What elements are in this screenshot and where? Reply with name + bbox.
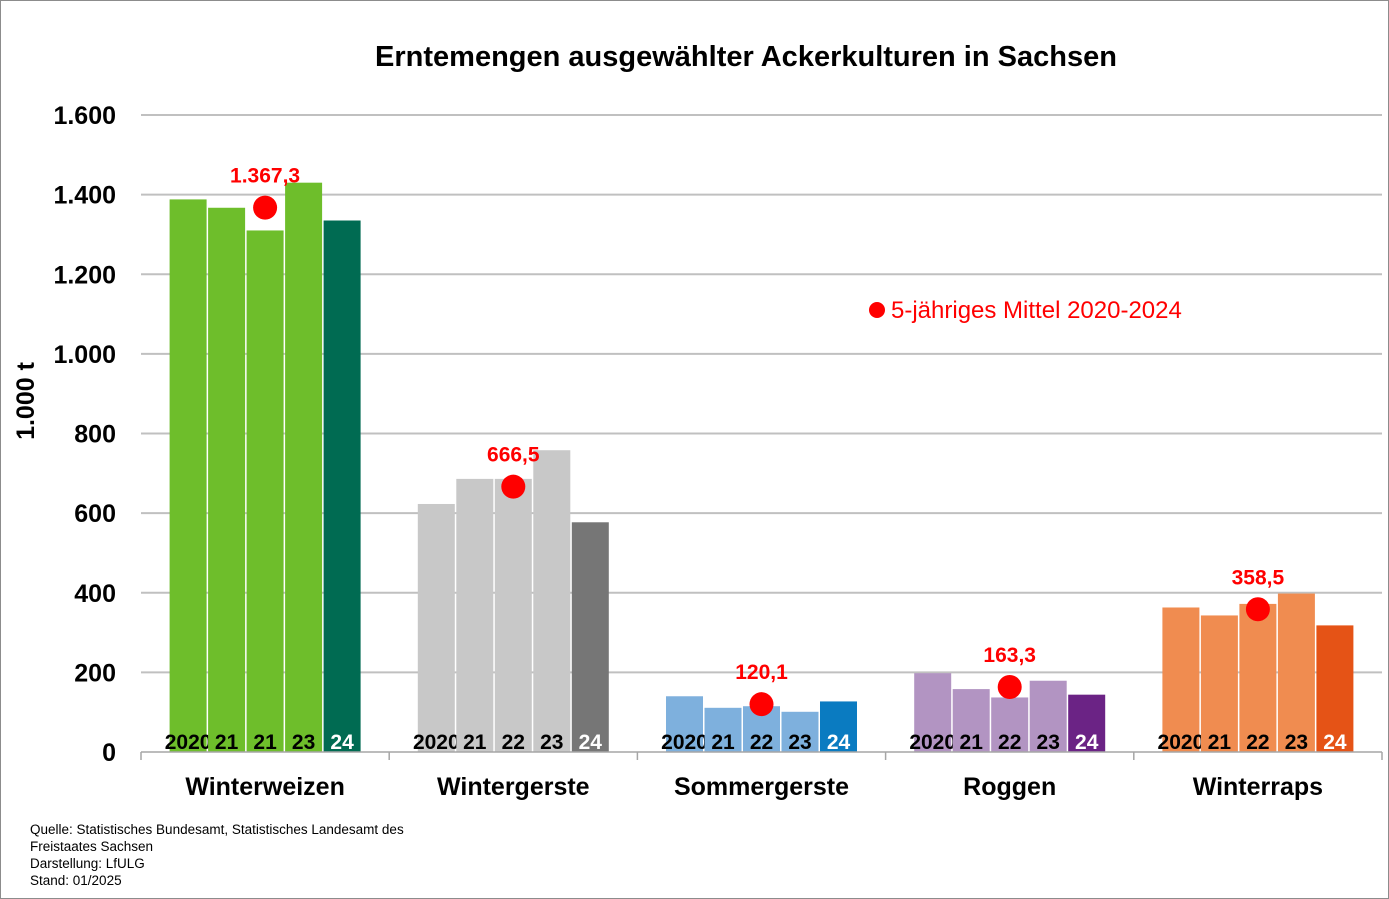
y-tick-label: 1.400 [53, 182, 116, 210]
bar-group: 2020 21 22 23 24 358,5 Winterraps [1158, 566, 1354, 801]
y-tick-label: 400 [74, 580, 116, 608]
category-label: Winterweizen [185, 773, 345, 801]
bar [417, 503, 455, 752]
year-label: 23 [540, 731, 563, 754]
mean-label: 1.367,3 [230, 165, 300, 188]
bar-group: 2020 21 22 23 24 163,3 Roggen [909, 644, 1106, 801]
mean-marker [997, 674, 1022, 699]
y-axis-ticks: 0 200 400 600 800 1.000 1.200 1.400 1.600 [53, 102, 116, 767]
bar [285, 182, 323, 752]
bar [1239, 603, 1277, 752]
y-tick-label: 800 [74, 421, 116, 449]
legend-marker [869, 302, 885, 318]
category-label: Winterraps [1193, 773, 1323, 801]
bar [323, 220, 361, 753]
mean-marker [501, 474, 526, 499]
legend-label: 5-jähriges Mittel 2020-2024 [891, 297, 1182, 324]
bar [1316, 625, 1354, 752]
year-label: 23 [292, 731, 315, 754]
mean-marker [749, 692, 774, 717]
mean-marker [253, 195, 278, 220]
bar [704, 707, 742, 752]
year-label: 21 [711, 731, 735, 754]
bar [1068, 694, 1106, 752]
bar [952, 689, 990, 752]
mean-label: 358,5 [1232, 566, 1285, 589]
year-label: 23 [1037, 731, 1060, 754]
mean-label: 163,3 [983, 644, 1036, 667]
year-label: 21 [463, 731, 487, 754]
year-label: 22 [998, 731, 1021, 754]
year-label: 2020 [661, 731, 708, 754]
mean-label: 666,5 [487, 444, 540, 467]
credit-line: Darstellung: LfULG [30, 856, 145, 871]
source-line-2: Freistaates Sachsen [30, 839, 154, 854]
mean-marker [1245, 597, 1270, 622]
year-label: 22 [1246, 731, 1269, 754]
bar-group: 2020 21 22 23 24 120,1 Sommergerste [661, 661, 857, 801]
bar [246, 230, 284, 753]
year-label: 2020 [413, 731, 460, 754]
bar [494, 478, 532, 752]
year-label: 24 [579, 731, 603, 754]
y-tick-label: 1.600 [53, 102, 116, 130]
date-line: Stand: 01/2025 [30, 873, 122, 888]
bar [1277, 593, 1315, 752]
bar [820, 701, 857, 752]
year-label: 24 [330, 731, 354, 754]
y-tick-label: 0 [102, 739, 116, 767]
year-label: 2020 [909, 731, 956, 754]
year-label: 2020 [1158, 731, 1205, 754]
category-label: Sommergerste [674, 773, 849, 801]
year-label: 24 [1075, 731, 1099, 754]
bar [456, 478, 494, 752]
bar [1162, 607, 1200, 752]
year-label: 22 [750, 731, 773, 754]
year-label: 21 [1208, 731, 1232, 754]
bar [169, 199, 207, 753]
year-label: 22 [502, 731, 525, 754]
y-tick-label: 200 [74, 659, 116, 687]
year-label: 21 [960, 731, 984, 754]
bar-group: 2020 21 22 23 24 666,5 Wintergerste [413, 444, 609, 801]
bar [208, 207, 246, 752]
y-tick-label: 1.200 [53, 261, 116, 289]
year-label: 24 [827, 731, 851, 754]
category-label: Wintergerste [437, 773, 590, 801]
bar [1029, 680, 1067, 752]
mean-label: 120,1 [735, 661, 788, 684]
y-tick-label: 1.000 [53, 341, 116, 369]
source-line-1: Quelle: Statistisches Bundesamt, Statist… [30, 822, 404, 837]
year-label: 21 [215, 731, 239, 754]
legend: 5-jähriges Mittel 2020-2024 [869, 297, 1182, 324]
year-label: 24 [1323, 731, 1347, 754]
chart-title: Erntemengen ausgewählter Ackerkulturen i… [375, 41, 1117, 73]
bar [533, 450, 571, 752]
year-label: 2020 [165, 731, 212, 754]
y-tick-label: 600 [74, 500, 116, 528]
bar [991, 697, 1029, 752]
year-label: 23 [788, 731, 811, 754]
y-axis-label: 1.000 t [12, 361, 40, 440]
x-axis [140, 751, 1383, 760]
year-label: 23 [1285, 731, 1308, 754]
bar [781, 711, 819, 752]
category-label: Roggen [963, 773, 1056, 801]
year-label: 21 [253, 731, 277, 754]
bar [1200, 615, 1238, 752]
bar [914, 673, 952, 752]
bar [666, 696, 703, 752]
bar [571, 522, 609, 752]
